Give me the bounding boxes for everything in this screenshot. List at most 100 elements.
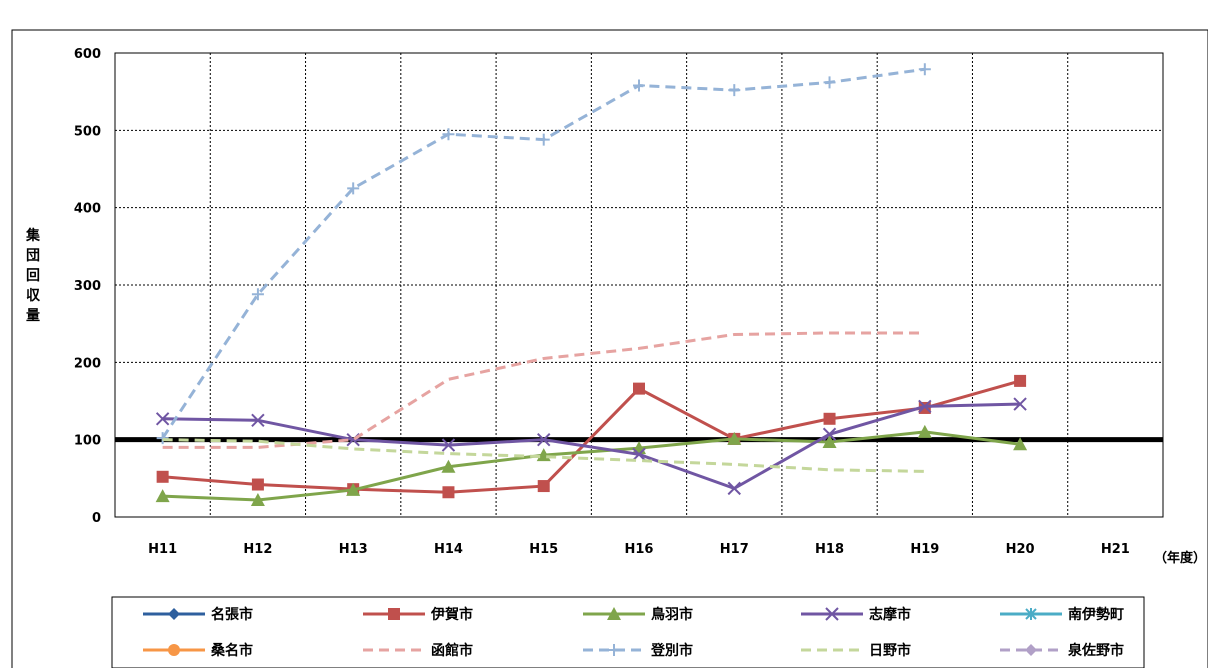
data-point <box>251 478 264 491</box>
legend-box <box>111 596 1145 669</box>
x-tick-label: H16 <box>625 542 654 557</box>
grid-lines <box>115 53 1163 517</box>
data-point <box>633 382 645 395</box>
data-point <box>1025 644 1037 656</box>
data-point <box>727 481 741 496</box>
x-tick-label: H17 <box>720 542 749 557</box>
y-axis-label-char: 団 <box>26 248 40 264</box>
x-tick-label: H14 <box>434 542 463 557</box>
series-line <box>162 331 925 449</box>
y-axis-label-char: 回 <box>26 268 40 284</box>
data-point <box>918 63 931 76</box>
legend-label: 日野市 <box>869 642 911 659</box>
legend-label: 泉佐野市 <box>1068 642 1124 659</box>
data-point <box>156 470 169 483</box>
y-tick-label: 300 <box>74 279 101 294</box>
data-point <box>727 431 742 445</box>
data-point <box>825 607 839 621</box>
data-point <box>608 644 620 656</box>
legend-label: 南伊勢町 <box>1068 606 1124 623</box>
data-point <box>1014 374 1027 387</box>
series-line <box>162 379 1021 494</box>
data-point <box>1025 608 1037 620</box>
data-point <box>388 608 400 620</box>
legend-item: 日野市 <box>801 642 911 659</box>
legend-item: 南伊勢町 <box>1000 606 1124 623</box>
series-登別市 <box>156 63 931 445</box>
legend-item: 函館市 <box>363 642 473 659</box>
data-point <box>155 412 170 426</box>
data-point <box>441 459 456 473</box>
data-point <box>823 412 836 425</box>
x-tick-label: H13 <box>339 542 368 557</box>
x-tick-label: H12 <box>243 542 272 557</box>
x-tick-label: H15 <box>529 542 558 557</box>
data-point <box>632 447 646 462</box>
data-point <box>442 128 455 141</box>
y-axis-label-char: 量 <box>26 308 40 324</box>
data-point <box>917 424 932 438</box>
data-point <box>251 413 265 428</box>
legend-label: 鳥羽市 <box>651 606 693 623</box>
legend-item: 登別市 <box>583 642 693 659</box>
data-point <box>537 432 551 447</box>
data-point <box>607 607 621 620</box>
y-tick-label: 400 <box>74 202 101 217</box>
legend-label: 名張市 <box>211 606 253 623</box>
data-point <box>633 79 645 92</box>
legend-item: 泉佐野市 <box>1000 642 1124 659</box>
data-point <box>822 427 837 441</box>
data-point <box>155 489 170 503</box>
series-line <box>162 430 1021 502</box>
data-point <box>156 432 169 445</box>
x-tick-label: H11 <box>148 542 177 557</box>
x-axis-unit-label: （年度） <box>1154 550 1206 566</box>
legend-label: 伊賀市 <box>430 606 473 623</box>
data-point <box>168 608 180 620</box>
y-tick-label: 500 <box>74 124 101 139</box>
data-point <box>728 84 741 97</box>
data-point <box>250 492 265 506</box>
x-tick-label: H20 <box>1006 542 1035 557</box>
data-point <box>1013 397 1027 411</box>
y-axis-label-char: 集 <box>25 227 41 244</box>
legend-item: 伊賀市 <box>363 606 473 623</box>
legend-item: 鳥羽市 <box>583 606 693 623</box>
data-point <box>442 486 455 499</box>
legend-item: 桑名市 <box>143 642 253 659</box>
y-tick-label: 200 <box>74 356 101 371</box>
series-line <box>162 402 1021 491</box>
y-tick-label: 100 <box>74 434 101 449</box>
x-tick-label: H18 <box>815 542 844 557</box>
data-point <box>537 480 550 493</box>
chart-frame <box>11 29 1208 672</box>
plot-area <box>114 52 1164 518</box>
x-tick-label: H19 <box>910 542 939 557</box>
legend-label: 函館市 <box>431 642 473 659</box>
y-tick-label: 0 <box>92 511 101 526</box>
data-point <box>537 133 550 146</box>
data-point <box>346 482 361 496</box>
data-point <box>822 434 837 448</box>
data-point <box>441 438 456 452</box>
y-tick-label: 600 <box>74 47 101 62</box>
legend-item: 名張市 <box>143 606 253 623</box>
legend-item: 志摩市 <box>801 606 911 623</box>
x-tick-label: H21 <box>1101 542 1130 557</box>
data-point <box>251 288 264 301</box>
data-point <box>347 182 360 195</box>
data-point <box>823 76 836 89</box>
legend-label: 登別市 <box>650 642 693 659</box>
data-point <box>918 399 932 414</box>
legend-label: 志摩市 <box>869 606 911 623</box>
data-point <box>168 644 180 656</box>
series-lines <box>155 63 1028 506</box>
data-point <box>1013 437 1028 451</box>
legend-label: 桑名市 <box>211 642 253 659</box>
series-函館市 <box>162 331 925 449</box>
y-axis-label-char: 収 <box>26 287 41 304</box>
